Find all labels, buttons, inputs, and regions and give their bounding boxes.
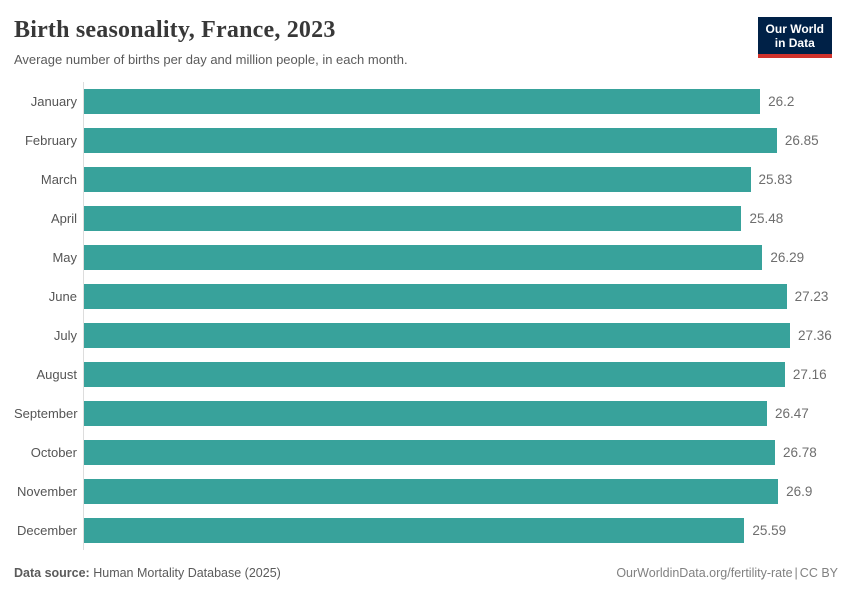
plot-area: 26.29: [83, 237, 840, 277]
chart-title: Birth seasonality, France, 2023: [14, 17, 336, 43]
data-source-label: Data source:: [14, 566, 90, 580]
category-label: June: [48, 288, 77, 304]
value-label: 26.47: [775, 405, 809, 421]
value-label: 27.36: [798, 327, 832, 343]
data-source-note: Data source: Human Mortality Database (2…: [14, 566, 281, 580]
plot-area: 27.16: [83, 354, 840, 394]
chart-row: March 25.83: [14, 159, 840, 199]
category-label: January: [30, 93, 77, 109]
value-label: 25.48: [749, 210, 784, 226]
category-label: March: [40, 171, 77, 187]
chart-row: April 25.48: [14, 198, 840, 238]
plot-area: 25.48: [83, 198, 840, 238]
chart-row: September 26.47: [14, 393, 840, 433]
value-label: 27.16: [792, 366, 827, 382]
bar[interactable]: [84, 166, 751, 192]
plot-area: 25.83: [83, 159, 840, 199]
chart-subtitle: Average number of births per day and mil…: [14, 51, 408, 67]
value-label: 25.59: [752, 522, 787, 538]
plot-area: 27.36: [83, 315, 840, 355]
value-label: 26.9: [786, 483, 813, 499]
bar[interactable]: [84, 439, 776, 465]
plot-area: 26.9: [83, 471, 840, 511]
category-label: October: [30, 444, 77, 460]
plot-area: 25.59: [83, 510, 840, 550]
category-label: September: [14, 405, 78, 421]
owid-url-link[interactable]: OurWorldinData.org/fertility-rate: [616, 566, 793, 580]
bar-chart: January 26.2 February 26.85 March 25.83 April 2…: [14, 81, 840, 566]
chart-row: August 27.16: [14, 354, 840, 394]
bar[interactable]: [84, 244, 763, 270]
value-label: 26.85: [784, 132, 819, 148]
plot-area: 26.47: [83, 393, 840, 433]
chart-row: May 26.29: [14, 237, 840, 277]
bar[interactable]: [84, 88, 761, 114]
bar[interactable]: [84, 361, 785, 387]
value-label: 26.2: [768, 93, 795, 109]
plot-area: 26.2: [83, 81, 840, 121]
chart-header: Birth seasonality, France, 2023 Average …: [14, 16, 840, 67]
header-text: Birth seasonality, France, 2023 Average …: [14, 16, 758, 67]
bar[interactable]: [84, 517, 745, 543]
category-label: December: [17, 522, 77, 538]
category-label: August: [36, 366, 77, 382]
owid-logo-line1: Our World: [765, 22, 824, 36]
attribution-note: OurWorldinData.org/fertility-rate | CC BY: [616, 566, 838, 580]
value-label: 25.83: [758, 171, 793, 187]
bar[interactable]: [84, 205, 742, 231]
attribution-separator: |: [794, 566, 798, 580]
category-label: May: [52, 249, 77, 265]
chart-row: October 26.78: [14, 432, 840, 472]
category-label: February: [24, 132, 77, 148]
value-label: 26.78: [783, 444, 817, 460]
category-label: April: [50, 210, 77, 226]
chart-row: January 26.2: [14, 81, 840, 121]
category-label: July: [53, 327, 77, 343]
bar[interactable]: [84, 400, 768, 426]
plot-area: 27.23: [83, 276, 840, 316]
plot-area: 26.78: [83, 432, 840, 472]
bar[interactable]: [84, 322, 790, 348]
chart-row: July 27.36: [14, 315, 840, 355]
data-source-value: Human Mortality Database (2025): [93, 566, 281, 580]
bar[interactable]: [84, 127, 777, 153]
value-label: 26.29: [770, 249, 805, 265]
chart-row: June 27.23: [14, 276, 840, 316]
value-label: 27.23: [794, 288, 829, 304]
license-label: CC BY: [799, 566, 838, 580]
chart-row: November 26.9: [14, 471, 840, 511]
bar[interactable]: [84, 283, 787, 309]
owid-logo[interactable]: Our World in Data: [757, 17, 832, 58]
chart-footer: Data source: Human Mortality Database (2…: [14, 566, 840, 588]
chart-row: December 25.59: [14, 510, 840, 550]
plot-area: 26.85: [83, 120, 840, 160]
chart-row: February 26.85: [14, 120, 840, 160]
bar[interactable]: [84, 478, 779, 504]
category-label: November: [17, 483, 77, 499]
owid-logo-line2: in Data: [774, 36, 815, 51]
